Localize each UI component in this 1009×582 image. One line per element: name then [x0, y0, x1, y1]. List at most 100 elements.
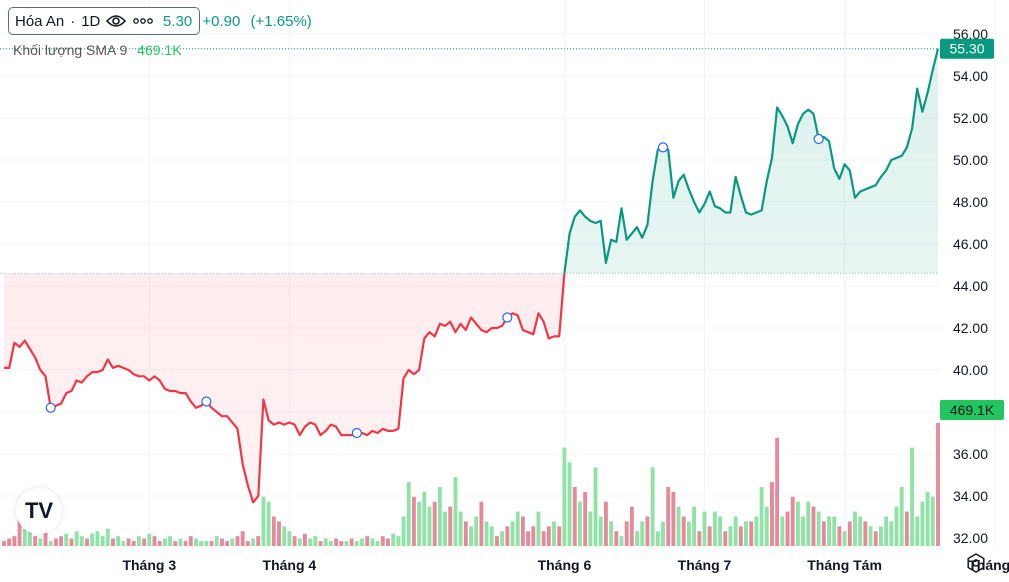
volume-bar: [38, 538, 43, 546]
volume-bar: [437, 486, 442, 546]
volume-bar: [48, 541, 53, 546]
volume-bar: [510, 521, 515, 546]
volume-bar: [925, 491, 930, 546]
event-markers[interactable]: [45, 133, 824, 439]
volume-bar: [85, 538, 89, 546]
volume-bar: [458, 511, 463, 546]
volume-bar: [692, 506, 697, 546]
volume-bar: [194, 538, 198, 546]
volume-legend[interactable]: Khối lượng SMA 9 469.1K: [13, 42, 182, 58]
event-marker: [201, 396, 212, 407]
y-tick-label: 44.00: [953, 278, 988, 294]
volume-bar: [225, 541, 230, 546]
volume-bar: [396, 536, 401, 546]
volume-bar: [17, 506, 22, 546]
tradingview-logo[interactable]: TV: [16, 488, 62, 534]
volume-bar: [801, 516, 806, 546]
volume-bar: [738, 526, 743, 546]
volume-bar: [69, 538, 74, 546]
volume-bar: [22, 528, 27, 546]
volume-bar: [354, 541, 359, 546]
volume-bar: [718, 516, 723, 546]
volume-bar: [417, 501, 422, 546]
volume-bar: [235, 536, 240, 546]
volume-bars: [2, 423, 940, 546]
volume-bar: [53, 538, 58, 546]
last-price-badge: [940, 38, 994, 59]
symbol-name[interactable]: Hóa An: [15, 12, 65, 30]
volume-label: Khối lượng SMA 9: [13, 42, 128, 58]
volume-bar: [271, 516, 276, 546]
more-icon[interactable]: [132, 17, 154, 25]
volume-value: 469.1K: [137, 42, 182, 58]
y-tick-label: 46.00: [953, 236, 988, 252]
volume-bar: [453, 477, 458, 546]
volume-bar: [764, 506, 769, 546]
volume-bar: [930, 496, 935, 546]
volume-bar: [578, 501, 582, 546]
volume-bar: [775, 437, 780, 546]
volume-bar: [920, 501, 925, 546]
settings-icon[interactable]: [966, 553, 986, 573]
volume-bar: [552, 521, 556, 546]
volume-bar: [811, 506, 816, 546]
volume-bar: [770, 482, 774, 546]
volume-bar: [2, 541, 6, 546]
volume-bar: [686, 521, 691, 546]
volume-bar: [697, 531, 702, 546]
volume-bar: [785, 511, 790, 546]
volume-bar: [889, 521, 894, 546]
volume-bar: [448, 506, 453, 546]
volume-bar: [157, 541, 162, 546]
volume-bar: [635, 531, 639, 546]
volume-bar: [837, 526, 842, 546]
y-tick-label: 32.00: [953, 530, 988, 546]
x-tick-label: Tháng 6: [538, 557, 592, 573]
volume-bar: [469, 526, 473, 546]
last-volume-badge-text: 469.1K: [950, 402, 995, 418]
eye-icon[interactable]: [106, 14, 127, 28]
price-lines: [4, 48, 940, 504]
volume-bar: [832, 516, 837, 546]
price-change-percent: (+1.65%): [250, 13, 312, 30]
volume-bar: [334, 538, 339, 546]
volume-bar: [505, 526, 510, 546]
y-tick-label: 50.00: [953, 152, 988, 168]
volume-bar: [858, 516, 863, 546]
volume-bar: [360, 538, 364, 546]
volume-bar: [749, 521, 754, 546]
event-marker: [351, 427, 362, 439]
volume-bar: [546, 526, 551, 546]
volume-bar: [915, 516, 920, 546]
volume-bar: [277, 521, 281, 546]
volume-bar: [131, 541, 136, 546]
y-tick-label: 56.00: [953, 26, 988, 42]
timeframe-label[interactable]: 1D: [81, 12, 101, 30]
volume-bar: [365, 536, 370, 546]
last-price-partial: 5.30: [163, 13, 193, 30]
volume-bar: [894, 506, 899, 546]
legend-separator: ·: [70, 12, 76, 30]
volume-bar: [303, 533, 307, 546]
symbol-legend[interactable]: Hóa An · 1D: [8, 7, 200, 35]
volume-bar: [795, 501, 800, 546]
volume-bar: [111, 538, 115, 546]
volume-bar: [474, 516, 479, 546]
volume-bar: [116, 536, 121, 546]
volume-bar: [655, 531, 660, 546]
volume-bar: [204, 541, 209, 546]
volume-bar: [479, 501, 484, 546]
volume-bar: [199, 541, 204, 546]
volume-bar: [572, 486, 577, 546]
volume-bar: [536, 511, 541, 546]
volume-bar: [370, 538, 375, 546]
volume-bar: [95, 531, 100, 546]
volume-bar: [629, 506, 634, 546]
last-price-badge-text: 55.30: [949, 41, 984, 57]
x-tick-label: Tháng 7: [678, 557, 732, 573]
volume-bar: [105, 528, 110, 546]
volume-bar: [380, 536, 385, 546]
volume-bar: [245, 541, 250, 546]
volume-bar: [821, 521, 826, 546]
